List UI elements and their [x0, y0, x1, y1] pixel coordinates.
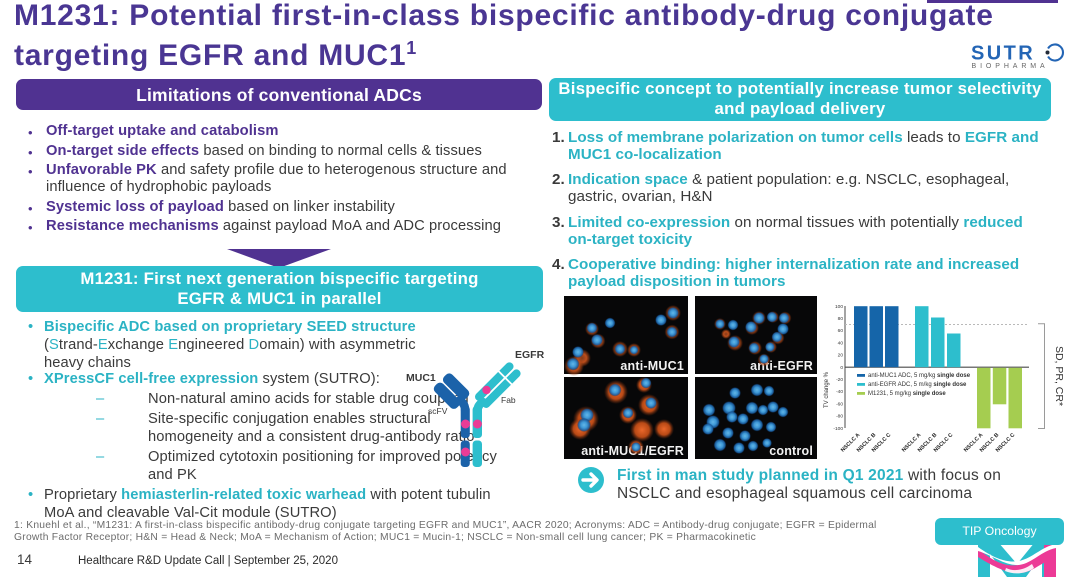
- svg-text:scFV: scFV: [428, 406, 448, 416]
- svg-text:MUC1: MUC1: [406, 372, 436, 384]
- svg-text:SD, PR, CR*: SD, PR, CR*: [1053, 346, 1065, 406]
- svg-text:40: 40: [838, 340, 844, 346]
- svg-text:60: 60: [838, 328, 844, 334]
- svg-text:80: 80: [838, 316, 844, 322]
- svg-text:20: 20: [838, 353, 844, 359]
- svg-text:-40: -40: [836, 389, 843, 395]
- svg-text:-80: -80: [836, 414, 843, 420]
- svg-text:-20: -20: [836, 377, 843, 383]
- svg-text:M1231, 5 mg/kg single dose: M1231, 5 mg/kg single dose: [868, 391, 946, 397]
- svg-text:EGFR: EGFR: [515, 349, 545, 361]
- svg-text:BIOPHARMA: BIOPHARMA: [972, 63, 1049, 70]
- svg-text:-100: -100: [833, 426, 843, 432]
- svg-text:0: 0: [840, 365, 843, 371]
- svg-text:-60: -60: [836, 401, 843, 407]
- svg-text:anti-EGFR ADC, 5 m/kg single d: anti-EGFR ADC, 5 m/kg single dose: [868, 382, 967, 388]
- svg-text:anti-MUC1 ADC, 5 mg/kg single: anti-MUC1 ADC, 5 mg/kg single dose: [868, 373, 971, 379]
- svg-text:TV change %: TV change %: [824, 371, 830, 408]
- svg-text:Fab: Fab: [501, 395, 516, 405]
- svg-text:100: 100: [835, 304, 843, 310]
- svg-text:SUTR: SUTR: [971, 43, 1035, 65]
